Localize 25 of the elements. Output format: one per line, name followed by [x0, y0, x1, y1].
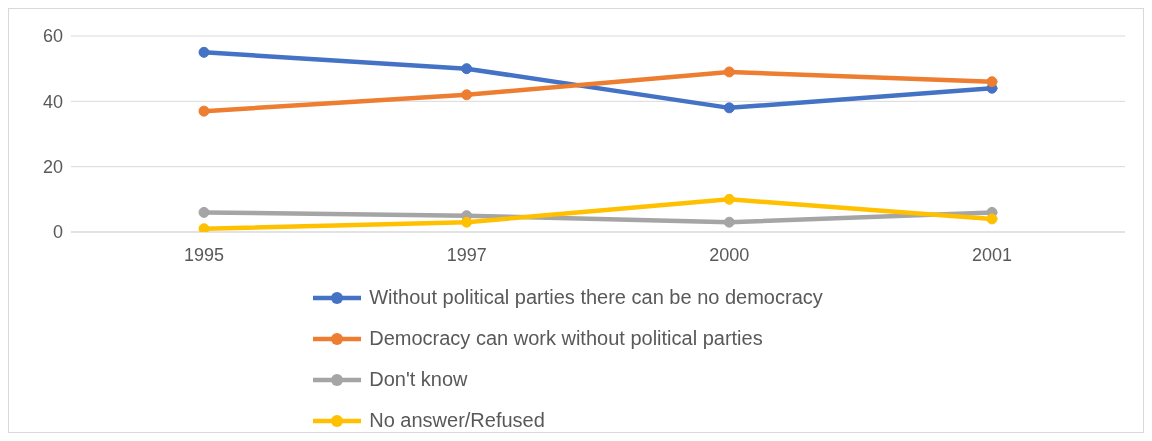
legend-label: Don't know [369, 368, 468, 391]
y-tick-label: 60 [42, 26, 63, 47]
point [723, 66, 735, 78]
point [198, 206, 210, 218]
y-tick-label: 0 [52, 222, 63, 243]
legend-label: No answer/Refused [369, 409, 545, 432]
point [986, 76, 998, 88]
point [723, 102, 735, 114]
point [723, 216, 735, 228]
point [986, 213, 998, 225]
x-tick-label: 1997 [446, 244, 487, 265]
point [723, 193, 735, 205]
point [461, 63, 473, 75]
point [198, 223, 210, 232]
point [198, 105, 210, 117]
y-tick-label: 20 [42, 157, 63, 178]
x-tick-label: 2001 [971, 244, 1013, 265]
legend-label: Without political parties there can be no democracy [369, 286, 823, 309]
legend-label: Democracy can work without political parties [369, 327, 763, 350]
x-tick-label: 2000 [709, 244, 750, 265]
x-tick-label: 1995 [183, 244, 225, 265]
point [198, 46, 210, 58]
point [461, 89, 473, 101]
y-tick-label: 40 [42, 91, 63, 112]
point [461, 216, 473, 228]
